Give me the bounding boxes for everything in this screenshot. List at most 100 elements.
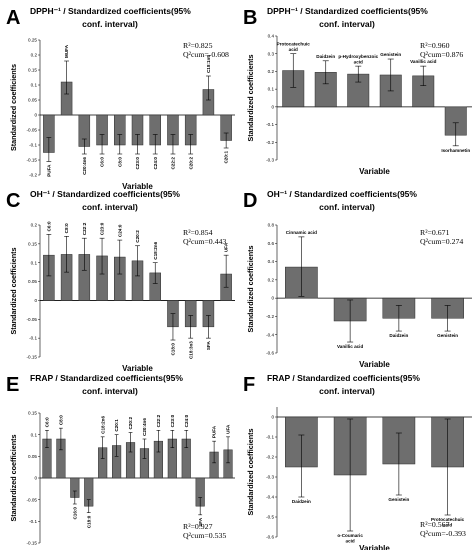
panel-d-ytick-label: 0.2 bbox=[268, 277, 275, 282]
panel-e-ytick-label: 0 bbox=[34, 476, 37, 481]
panel-c-title-line1: OH⁻¹ / Standardized coefficients(95% bbox=[30, 189, 180, 199]
panel-b-title-line2: conf. interval) bbox=[319, 19, 375, 29]
panel-b-category-label: Daidzein bbox=[316, 54, 335, 59]
panel-c-category-label: C18:3n3 bbox=[188, 341, 193, 359]
panel-e-ytick-label: -0.15 bbox=[27, 541, 38, 546]
panel-c: C OH⁻¹ / Standardized coefficients(95% con… bbox=[6, 189, 235, 373]
panel-b-title-line1: DPPH⁻¹ / Standardized coefficients(95% bbox=[267, 6, 428, 16]
panel-e-category-label: C16:0 bbox=[72, 507, 77, 520]
panel-a-ytick-label: 0.1 bbox=[31, 83, 38, 88]
panel-c-category-label: UFA bbox=[224, 242, 229, 252]
panel-a-category-label: C8:0 bbox=[117, 157, 122, 167]
panel-e-category-label: SFA bbox=[198, 517, 203, 527]
panel-d-ytick-label: 0.6 bbox=[268, 241, 275, 246]
panel-f-ytick-label: -0.4 bbox=[266, 495, 274, 500]
panel-a-category-label: C6:0 bbox=[100, 157, 105, 167]
panel-e-category-label: C24:0 bbox=[184, 414, 189, 427]
panel-d-category-label: Cinnamic acid bbox=[286, 230, 317, 235]
panel-a-r2: R²=0.825 bbox=[183, 41, 213, 50]
panel-a-title-line1: DPPH⁻¹ / Standardized coefficients(95% bbox=[30, 6, 191, 16]
panel-e-title-line2: conf. interval) bbox=[82, 386, 138, 396]
panel-a-ytick-label: 0.2 bbox=[31, 53, 38, 58]
panel-e-ytick-label: -0.05 bbox=[27, 497, 38, 502]
panel-c-ytick-label: 0 bbox=[34, 298, 37, 303]
panel-c-category-label: C24:0 bbox=[117, 224, 122, 237]
panel-b-category-label: Protocatechuic acid bbox=[277, 42, 311, 53]
panel-e-r2: R²=0.927 bbox=[183, 522, 213, 531]
panel-a-category-label: C22:2 bbox=[171, 157, 176, 170]
panel-c-category-label: C6:0 bbox=[46, 221, 51, 231]
panel-c-category-label: C23:0 bbox=[100, 222, 105, 235]
panel-e-ytick-label: 0.1 bbox=[31, 432, 38, 437]
panel-e-category-label: C18:0 bbox=[86, 515, 91, 528]
panel-c-ylabel: Standardized coefficients bbox=[9, 247, 18, 334]
panel-c-ytick-label: -0.1 bbox=[29, 336, 37, 341]
panel-c-xlabel: Variable bbox=[122, 364, 153, 373]
panel-c-category-label: C18:0 bbox=[171, 343, 176, 356]
panel-f-ytick-label: -0.5 bbox=[266, 515, 274, 520]
panel-c-category-label: C8:0 bbox=[64, 223, 69, 233]
panel-d-ytick-label: 0 bbox=[271, 296, 274, 301]
panel-f-title-line1: FRAP / Standardized coefficients(95% bbox=[267, 373, 420, 383]
panel-a-category-label: PUFA bbox=[46, 164, 51, 177]
panel-f-ytick-label: -0.1 bbox=[266, 435, 274, 440]
panel-b-ytick-label: 0.3 bbox=[268, 51, 275, 56]
panel-b-ytick-label: 0.2 bbox=[268, 69, 275, 74]
panel-e-category-label: C20:4n6 bbox=[142, 418, 147, 436]
panel-d-letter: D bbox=[243, 190, 257, 212]
panel-a-ytick-label: 0.15 bbox=[28, 68, 37, 73]
panel-f-q2cum: Q²cum=-0.393 bbox=[420, 529, 466, 538]
panel-e-category-label: UFA bbox=[226, 424, 231, 434]
panel-f-category-label-line: acid bbox=[443, 523, 452, 528]
panel-f-ytick-label: -0.2 bbox=[266, 455, 274, 460]
panel-e-title-line1: FRAP / Standardized coefficients(95% bbox=[30, 373, 183, 383]
panel-b-ytick-label: -0.3 bbox=[266, 158, 274, 163]
panel-b-ytick-label: 0 bbox=[271, 104, 274, 109]
panel-c-ytick-label: -0.15 bbox=[27, 355, 38, 360]
panel-f-ytick-label: 0 bbox=[271, 415, 274, 420]
panel-a-ytick-label: 0.05 bbox=[28, 98, 37, 103]
panel-b-r2: R²=0.960 bbox=[420, 41, 450, 50]
panel-b-category-label: Vanillic acid bbox=[410, 59, 436, 64]
panel-e-category-label: C23:0 bbox=[170, 414, 175, 427]
panel-a-ylabel: Standardized coefficients bbox=[9, 64, 18, 151]
panel-f-category-label: o-Coumaric acid bbox=[337, 533, 363, 544]
panel-d-ytick-label: -0.4 bbox=[266, 332, 274, 337]
panel-d-category-label: Genistein bbox=[437, 333, 458, 338]
panel-c-letter: C bbox=[6, 190, 20, 212]
panel-a-xlabel: Variable bbox=[122, 182, 153, 191]
panel-d-title-line1: OH⁻¹ / Standardized coefficients(95% bbox=[267, 189, 417, 199]
panel-f-letter: F bbox=[243, 374, 255, 396]
panel-c-r2: R²=0.854 bbox=[183, 228, 213, 237]
panel-a-ytick-label: -0.2 bbox=[29, 173, 37, 178]
panel-b-letter: B bbox=[243, 7, 257, 29]
panel-c-category-label: C20:2 bbox=[135, 230, 140, 243]
panel-f-ytick-label: -0.6 bbox=[266, 535, 274, 540]
panel-d-category-label: Vanillic acid bbox=[337, 344, 363, 349]
panel-a-category-label: C24:0 bbox=[153, 157, 158, 170]
panel-e-ylabel: Standardized coefficients bbox=[9, 434, 18, 521]
panel-f-category-label: Genistein bbox=[388, 497, 409, 502]
panel-e: E FRAP / Standardized coefficients(95% con… bbox=[6, 373, 235, 546]
panel-f-category-label: Protocatechuic acid bbox=[431, 517, 465, 528]
panel-d-title-line2: conf. interval) bbox=[319, 202, 375, 212]
panel-c-category-label: C22:2 bbox=[82, 222, 87, 235]
panel-b-category-label: Genistein bbox=[380, 52, 401, 57]
panel-a-category-label: C20:4n6 bbox=[82, 157, 87, 175]
panel-f-category-label-line: o-Coumaric bbox=[337, 533, 363, 538]
panel-e-letter: E bbox=[6, 374, 19, 396]
panel-b-category-label-line: p-Hydroxybenzoic bbox=[338, 54, 378, 59]
panel-f-r2: R²=0.567 bbox=[420, 520, 450, 529]
panel-c-title-line2: conf. interval) bbox=[82, 202, 138, 212]
panel-b-ytick-label: 0.1 bbox=[268, 87, 275, 92]
panel-d-xlabel: Variable bbox=[359, 360, 390, 369]
panel-e-ytick-label: -0.1 bbox=[29, 519, 37, 524]
panel-a-category-label: C23:0 bbox=[135, 157, 140, 170]
panel-f-ytick-label: -0.3 bbox=[266, 475, 274, 480]
panel-b-ytick-label: -0.1 bbox=[266, 122, 274, 127]
panel-c-category-label: C18:2n6 bbox=[153, 241, 158, 259]
panel-b-category-label: p-Hydroxybenzoic acid bbox=[338, 54, 378, 65]
panel-c-category-label: SFA bbox=[206, 340, 211, 350]
panel-d-ytick-label: -0.2 bbox=[266, 314, 274, 319]
